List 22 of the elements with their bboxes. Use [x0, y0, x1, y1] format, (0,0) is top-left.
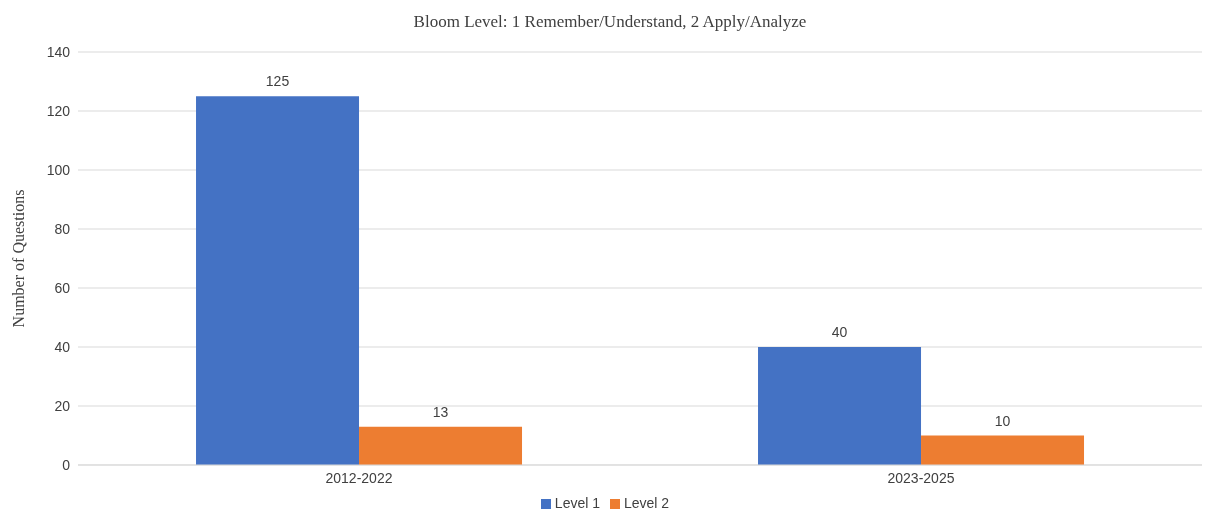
- y-tick-label: 60: [54, 279, 71, 296]
- y-tick-label: 120: [46, 102, 71, 119]
- bar: [196, 96, 360, 465]
- y-axis-title: Number of Questions: [9, 189, 27, 328]
- x-tick-label: 2023-2025: [887, 469, 955, 486]
- y-tick-label: 40: [54, 338, 71, 355]
- chart-title: Bloom Level: 1 Remember/Understand, 2 Apply/Analyze: [412, 11, 808, 33]
- bar: [921, 435, 1085, 465]
- y-tick-label: 140: [46, 43, 71, 60]
- data-label: 13: [432, 403, 449, 420]
- data-label: 40: [831, 324, 848, 340]
- data-label: 125: [265, 73, 290, 90]
- data-label: 10: [994, 412, 1011, 429]
- legend-label: Level 1: [554, 495, 600, 511]
- y-tick-label: 80: [54, 220, 71, 237]
- y-tick-label: 0: [62, 456, 71, 473]
- x-tick-label: 2012-2022: [325, 469, 393, 486]
- legend-label: Level 2: [624, 495, 670, 511]
- bar: [359, 426, 523, 465]
- y-tick-label: 100: [46, 161, 71, 178]
- bar: [758, 347, 922, 465]
- y-tick-label: 20: [54, 397, 71, 414]
